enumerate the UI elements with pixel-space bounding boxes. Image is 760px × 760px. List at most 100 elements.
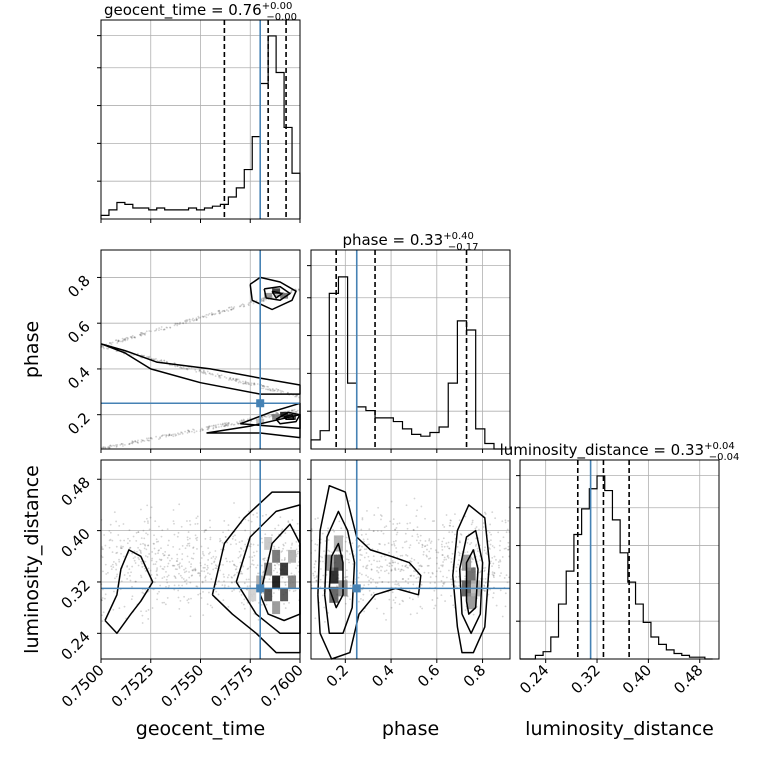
panel-geocent_time-vs-phase-point [240,419,243,422]
panel-geocent_time-vs-luminosity_distance-point [177,531,180,534]
panel-geocent_time-vs-luminosity_distance-point [201,581,204,584]
panel-geocent_time-vs-luminosity_distance-point [179,599,182,602]
panel-geocent_time-vs-phase-point [156,359,159,362]
panel-phase-vs-luminosity_distance-point [387,572,390,575]
panel-geocent_time-vs-phase-point [240,419,243,422]
panel-geocent_time-vs-luminosity_distance-point [141,566,144,568]
panel-geocent_time-vs-phase-point [268,416,271,419]
panel-geocent_time-vs-phase-point [151,437,153,440]
panel-phase-vs-luminosity_distance-point [433,589,436,592]
panel-phase-vs-luminosity_distance-point [396,531,399,534]
panel-geocent_time-vs-luminosity_distance-point [184,567,187,570]
panel-geocent_time-vs-phase-point [188,430,190,432]
panel-phase-vs-luminosity_distance-point [390,569,393,572]
panel-geocent_time-vs-luminosity_distance-point [234,539,237,541]
panel-phase-vs-luminosity_distance-point [426,544,429,546]
panel-geocent_time-vs-luminosity_distance-point [284,558,286,561]
panel-geocent_time-vs-luminosity_distance-point [155,540,158,543]
panel-geocent_time-vs-luminosity_distance-point [141,591,144,594]
panel-phase-vs-luminosity_distance-point [391,591,394,594]
panel-phase-vs-luminosity_distance-point [435,575,437,578]
panel-geocent_time-vs-phase-point [109,444,112,447]
panel-geocent_time-vs-luminosity_distance-point [194,567,197,570]
panel-geocent_time-vs-luminosity_distance-point [201,551,204,553]
panel-geocent_time-vs-phase-point [250,384,253,386]
panel-geocent_time-vs-luminosity_distance-point [176,568,178,571]
panel-phase-vs-luminosity_distance-point [365,533,367,536]
panel-geocent_time-vs-phase-point [176,365,179,368]
panel-phase-vs-luminosity_distance-point [505,531,508,534]
panel-geocent_time-vs-phase-point [202,370,205,373]
panel-phase-vs-luminosity_distance-point [353,555,356,557]
panel-geocent_time-vs-luminosity_distance-point [288,589,291,592]
panel-geocent_time-vs-phase-point [235,378,237,380]
panel-geocent_time-vs-phase-point [109,444,112,447]
panel-geocent_time-vs-luminosity_distance-point [145,532,148,535]
panel-geocent_time-vs-luminosity_distance-point [248,578,250,581]
panel-phase-vs-luminosity_distance-point [487,540,490,543]
panel-geocent_time-vs-phase-point [242,419,245,422]
panel-geocent_time-vs-luminosity_distance-point [209,604,212,607]
panel-phase-vs-luminosity_distance-point [349,584,352,587]
panel-geocent_time-vs-luminosity_distance-point [153,542,155,545]
panel-phase-vs-luminosity_distance-point [419,534,422,537]
panel-phase-vs-luminosity_distance-point [348,553,351,555]
panel-geocent_time-vs-phase-point [131,337,133,340]
panel-phase-vs-luminosity_distance-point [367,555,370,558]
panel-geocent_time-vs-phase-point [186,368,189,370]
panel-geocent_time-vs-luminosity_distance-point [207,559,210,561]
panel-geocent_time-vs-luminosity_distance-point [126,565,128,568]
panel-geocent_time-vs-phase-point [272,388,274,391]
panel-geocent_time-vs-luminosity_distance-point [183,595,185,598]
panel-geocent_time-vs-luminosity_distance-point [183,568,185,571]
panel-geocent_time-vs-phase-point [265,388,267,391]
panel-geocent_time-vs-phase-point [199,369,201,372]
panel-phase-vs-luminosity_distance-point [388,565,391,568]
panel-geocent_time-vs-luminosity_distance-point [235,565,238,568]
panel-geocent_time-vs-phase-point [145,437,148,440]
panel-geocent_time-vs-luminosity_distance-point [118,607,121,610]
panel-phase-vs-luminosity_distance-point [366,543,369,546]
panel-phase-vs-luminosity_distance-point [471,557,474,560]
panel-phase-vs-luminosity_distance-point [501,520,504,523]
panel-geocent_time-vs-luminosity_distance-point [104,544,107,547]
panel-phase-vs-luminosity_distance-point [498,566,500,569]
panel-phase-vs-luminosity_distance-point [405,540,408,543]
panel-geocent_time-vs-luminosity_distance-point [203,529,206,532]
panel-geocent_time-vs-phase-point [182,322,185,325]
panel-geocent_time-vs-luminosity_distance-point [295,555,298,558]
panel-phase-vs-luminosity_distance-point [372,591,375,594]
panel-geocent_time-vs-luminosity_distance-point [140,560,143,563]
panel-geocent_time-vs-luminosity_distance-point [238,541,241,544]
panel-phase-vs-luminosity_distance-point [404,532,407,535]
panel-geocent_time-vs-phase-point [119,443,122,446]
panel-geocent_time-vs-phase-point [117,339,120,342]
panel-phase-vs-luminosity_distance-point [492,574,495,577]
panel-phase-vs-luminosity_distance-point [359,548,362,551]
panel-geocent_time-vs-luminosity_distance-point [200,557,203,559]
panel-phase-vs-luminosity_distance-point [438,567,440,570]
panel-geocent_time-vs-luminosity_distance-point [134,562,137,564]
panel-phase-vs-luminosity_distance-point [417,576,420,579]
panel-geocent_time-vs-luminosity_distance-point [194,568,197,571]
panel-geocent_time-vs-luminosity_distance-point [204,579,207,582]
panel-geocent_time-vs-phase-point [246,418,249,421]
panel-geocent_time-vs-luminosity_distance-point [240,572,242,575]
panel-geocent_time-vs-luminosity_distance-point [178,563,180,566]
panel-geocent_time-vs-phase-point [267,414,270,417]
panel-geocent_time-vs-luminosity_distance-point [185,579,188,582]
panel-geocent_time-vs-phase-ytick-label-2: 0.6 [64,317,94,347]
panel-geocent_time-vs-phase-point [253,382,256,385]
panel-geocent_time-vs-phase-point [177,433,180,436]
panel-geocent_time-vs-phase-point [170,434,173,437]
panel-geocent_time-vs-luminosity_distance-point [263,559,266,562]
panel-geocent_time-vs-phase-point [202,369,205,372]
panel-geocent_time-vs-luminosity_distance-point [101,548,104,550]
panel-geocent_time-vs-luminosity_distance-density-cell-6 [288,575,297,589]
panel-phase-vs-luminosity_distance-point [451,552,454,555]
panel-geocent_time-vs-luminosity_distance-point [143,543,146,546]
panel-phase-vs-luminosity_distance-point [379,543,381,546]
panel-geocent_time-vs-luminosity_distance-point [191,569,194,572]
panel-geocent_time-vs-phase-point [221,423,224,426]
panel-geocent_time-vs-phase-point [225,423,228,426]
